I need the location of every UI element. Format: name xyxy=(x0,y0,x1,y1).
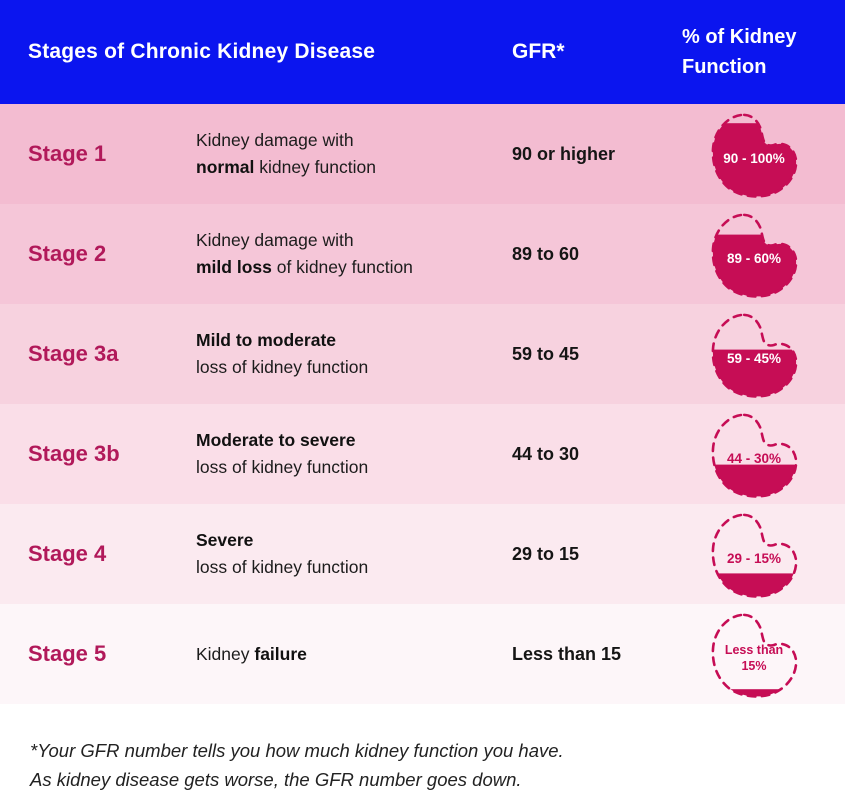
kidney-dashed-outline xyxy=(711,513,797,598)
kidney-function-cell: 29 - 15% xyxy=(672,510,835,598)
table-row: Stage 4 Severe loss of kidney function 29 t… xyxy=(0,504,845,604)
kidney-fill-label: 15% xyxy=(741,659,766,673)
kidney-dashed-outline xyxy=(711,213,797,298)
kidney-fill-level xyxy=(712,234,796,297)
kidney-icon: Less than 15% xyxy=(711,613,797,698)
stage-description: Kidney damage with normal kidney function xyxy=(196,127,512,181)
stage-label: Stage 1 xyxy=(28,141,107,166)
gfr-value: 90 or higher xyxy=(512,143,616,164)
footnote-line-2: As kidney disease gets worse, the GFR nu… xyxy=(30,769,522,790)
kidney-icon: 44 - 30% xyxy=(711,413,797,498)
gfr-value: 59 to 45 xyxy=(512,343,580,364)
header-col-stages: Stages of Chronic Kidney Disease xyxy=(28,40,376,63)
gfr-value: Less than 15 xyxy=(512,643,622,664)
kidney-fill-label: 44 - 30% xyxy=(726,451,780,466)
table-row: Stage 1 Kidney damage with normal kidney f… xyxy=(0,104,845,204)
header-col-function: % of Kidney Function xyxy=(682,26,797,78)
gfr-value: 29 to 15 xyxy=(512,543,580,564)
description-line: normal kidney function xyxy=(196,157,376,177)
description-line: mild loss of kidney function xyxy=(196,257,413,277)
description-line: loss of kidney function xyxy=(196,557,369,577)
gfr-value: 89 to 60 xyxy=(512,243,580,264)
footnote: *Your GFR number tells you how much kidn… xyxy=(0,704,845,802)
kidney-fill-level xyxy=(712,573,796,597)
header-col-gfr: GFR* xyxy=(512,40,565,63)
table-row: Stage 3b Moderate to severe loss of kidney… xyxy=(0,404,845,504)
stage-description: Moderate to severe loss of kidney functio… xyxy=(196,427,512,481)
stage-description: Kidney failure xyxy=(196,641,512,668)
stage-description: Kidney damage with mild loss of kidney fu… xyxy=(196,227,512,281)
kidney-function-cell: 90 - 100% xyxy=(672,110,835,198)
kidney-function-cell: 44 - 30% xyxy=(672,410,835,498)
kidney-function-cell: 89 - 60% xyxy=(672,210,835,298)
stage-description: Mild to moderate loss of kidney function xyxy=(196,327,512,381)
kidney-icon: 59 - 45% xyxy=(711,313,797,398)
stage-label: Stage 4 xyxy=(28,541,107,566)
table-row: Stage 3a Mild to moderate loss of kidney f… xyxy=(0,304,845,404)
kidney-icon: 89 - 60% xyxy=(711,213,797,298)
kidney-fill-label: 29 - 15% xyxy=(726,551,780,566)
gfr-value: 44 to 30 xyxy=(512,443,580,464)
description-line: Moderate to severe xyxy=(196,430,356,450)
footnote-line-1: *Your GFR number tells you how much kidn… xyxy=(30,740,564,761)
kidney-function-cell: 59 - 45% xyxy=(672,310,835,398)
table-header: Stages of Chronic Kidney Disease GFR* % … xyxy=(0,0,845,104)
kidney-function-cell: Less than 15% xyxy=(672,610,835,698)
description-line: Kidney failure xyxy=(196,643,307,664)
kidney-dashed-outline xyxy=(711,413,797,498)
table-row: Stage 5 Kidney failure Less than 15 Less th… xyxy=(0,604,845,704)
kidney-fill-label: 89 - 60% xyxy=(726,251,780,266)
description-line: Mild to moderate xyxy=(196,330,337,350)
kidney-fill-label: Less than xyxy=(724,643,782,657)
description-line: Kidney damage with xyxy=(196,130,354,150)
kidney-dashed-outline xyxy=(711,313,797,398)
stage-description: Severe loss of kidney function xyxy=(196,527,512,581)
stage-label: Stage 5 xyxy=(28,641,107,666)
description-line: loss of kidney function xyxy=(196,457,369,477)
kidney-fill-level xyxy=(712,689,796,697)
table-row: Stage 2 Kidney damage with mild loss of ki… xyxy=(0,204,845,304)
stage-label: Stage 2 xyxy=(28,241,107,266)
stage-label: Stage 3b xyxy=(28,441,120,466)
description-line: Kidney damage with xyxy=(196,230,354,250)
kidney-dashed-outline xyxy=(711,613,797,698)
table-body: Stage 1 Kidney damage with normal kidney f… xyxy=(0,104,845,704)
description-line: Severe xyxy=(196,530,254,550)
kidney-icon: 29 - 15% xyxy=(711,513,797,598)
stage-label: Stage 3a xyxy=(28,341,119,366)
kidney-dashed-outline xyxy=(711,113,797,198)
description-line: loss of kidney function xyxy=(196,357,369,377)
kidney-fill-label: 59 - 45% xyxy=(726,351,780,366)
kidney-icon: 90 - 100% xyxy=(711,113,797,198)
kidney-fill-label: 90 - 100% xyxy=(723,151,785,166)
